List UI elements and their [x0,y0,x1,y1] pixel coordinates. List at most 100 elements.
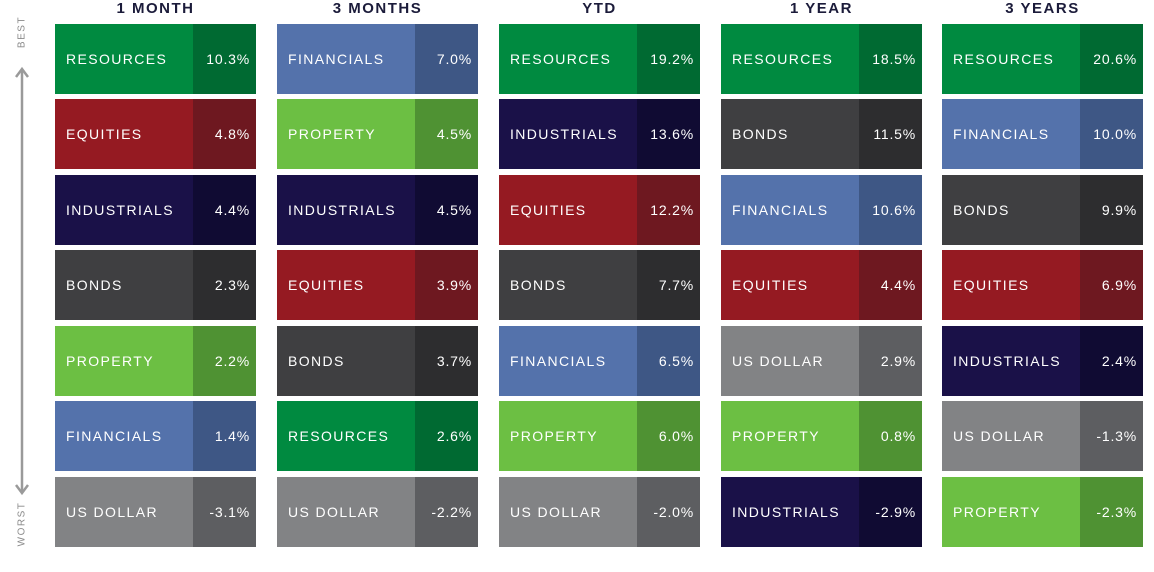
asset-tile: US DOLLAR -2.2% [277,477,478,547]
asset-tile: BONDS 11.5% [721,99,922,169]
asset-label: PROPERTY [55,326,193,396]
asset-return-value: 4.4% [193,175,256,245]
asset-return-value: -1.3% [1080,401,1143,471]
asset-return-value: -2.0% [637,477,700,547]
column-header: YTD [582,0,617,17]
asset-label: BONDS [499,250,637,320]
asset-label: EQUITIES [499,175,637,245]
asset-tile: BONDS 7.7% [499,250,700,320]
asset-return-value: 11.5% [859,99,922,169]
asset-label: INDUSTRIALS [277,175,415,245]
asset-return-value: 0.8% [859,401,922,471]
asset-return-value: 2.6% [415,401,478,471]
column-header: 1 MONTH [116,0,195,17]
asset-tile: PROPERTY 4.5% [277,99,478,169]
asset-label: INDUSTRIALS [721,477,859,547]
asset-tile: INDUSTRIALS -2.9% [721,477,922,547]
asset-label: INDUSTRIALS [942,326,1080,396]
asset-tile: INDUSTRIALS 4.5% [277,175,478,245]
asset-return-value: 3.9% [415,250,478,320]
asset-return-value: 2.9% [859,326,922,396]
asset-label: US DOLLAR [942,401,1080,471]
asset-tile: RESOURCES 2.6% [277,401,478,471]
asset-tile: EQUITIES 6.9% [942,250,1143,320]
asset-label: PROPERTY [942,477,1080,547]
asset-return-value: 9.9% [1080,175,1143,245]
asset-tile: US DOLLAR -3.1% [55,477,256,547]
asset-tile: RESOURCES 18.5% [721,24,922,94]
asset-tile: RESOURCES 10.3% [55,24,256,94]
asset-label: RESOURCES [277,401,415,471]
asset-return-value: 1.4% [193,401,256,471]
asset-label: INDUSTRIALS [55,175,193,245]
asset-label: FINANCIALS [499,326,637,396]
column-header: 1 YEAR [790,0,853,17]
asset-tile: RESOURCES 19.2% [499,24,700,94]
asset-label: PROPERTY [277,99,415,169]
asset-return-value: 7.7% [637,250,700,320]
asset-label: US DOLLAR [277,477,415,547]
asset-return-value: 4.8% [193,99,256,169]
asset-label: BONDS [721,99,859,169]
asset-tile: BONDS 9.9% [942,175,1143,245]
best-label: BEST [16,15,28,49]
asset-label: FINANCIALS [277,24,415,94]
asset-return-value: -2.2% [415,477,478,547]
asset-label: PROPERTY [499,401,637,471]
asset-label: RESOURCES [942,24,1080,94]
asset-return-value: 18.5% [859,24,922,94]
asset-tile: FINANCIALS 10.0% [942,99,1143,169]
asset-return-value: 4.4% [859,250,922,320]
asset-label: BONDS [55,250,193,320]
asset-tile: US DOLLAR 2.9% [721,326,922,396]
asset-label: US DOLLAR [499,477,637,547]
asset-return-value: 10.3% [193,24,256,94]
asset-tile: EQUITIES 12.2% [499,175,700,245]
asset-return-value: 10.0% [1080,99,1143,169]
asset-label: PROPERTY [721,401,859,471]
asset-return-value: 4.5% [415,99,478,169]
asset-tile: BONDS 2.3% [55,250,256,320]
asset-return-value: 4.5% [415,175,478,245]
asset-label: BONDS [277,326,415,396]
asset-label: EQUITIES [942,250,1080,320]
asset-tile: INDUSTRIALS 4.4% [55,175,256,245]
asset-return-value: 2.3% [193,250,256,320]
asset-tile: EQUITIES 4.8% [55,99,256,169]
asset-return-value: 3.7% [415,326,478,396]
asset-tile: FINANCIALS 10.6% [721,175,922,245]
asset-label: RESOURCES [721,24,859,94]
asset-tile: EQUITIES 3.9% [277,250,478,320]
worst-label: WORST [16,501,28,547]
asset-return-value: 10.6% [859,175,922,245]
asset-tile: EQUITIES 4.4% [721,250,922,320]
asset-return-value: 2.2% [193,326,256,396]
asset-label: US DOLLAR [721,326,859,396]
asset-label: INDUSTRIALS [499,99,637,169]
asset-return-value: -3.1% [193,477,256,547]
best-worst-arrow-icon [15,66,29,496]
asset-return-value: 20.6% [1080,24,1143,94]
asset-label: EQUITIES [277,250,415,320]
column-header: 3 MONTHS [332,0,423,17]
asset-return-value: 19.2% [637,24,700,94]
asset-return-value: -2.9% [859,477,922,547]
asset-tile: INDUSTRIALS 13.6% [499,99,700,169]
asset-tile: PROPERTY 6.0% [499,401,700,471]
asset-tile: PROPERTY 0.8% [721,401,922,471]
asset-tile: US DOLLAR -1.3% [942,401,1143,471]
asset-return-value: 6.9% [1080,250,1143,320]
asset-tile: FINANCIALS 1.4% [55,401,256,471]
asset-tile: US DOLLAR -2.0% [499,477,700,547]
asset-label: BONDS [942,175,1080,245]
asset-tile: FINANCIALS 7.0% [277,24,478,94]
asset-tile: BONDS 3.7% [277,326,478,396]
asset-return-value: 12.2% [637,175,700,245]
asset-return-value: 6.5% [637,326,700,396]
asset-label: EQUITIES [721,250,859,320]
asset-label: US DOLLAR [55,477,193,547]
asset-label: EQUITIES [55,99,193,169]
asset-return-value: 2.4% [1080,326,1143,396]
asset-label: FINANCIALS [721,175,859,245]
